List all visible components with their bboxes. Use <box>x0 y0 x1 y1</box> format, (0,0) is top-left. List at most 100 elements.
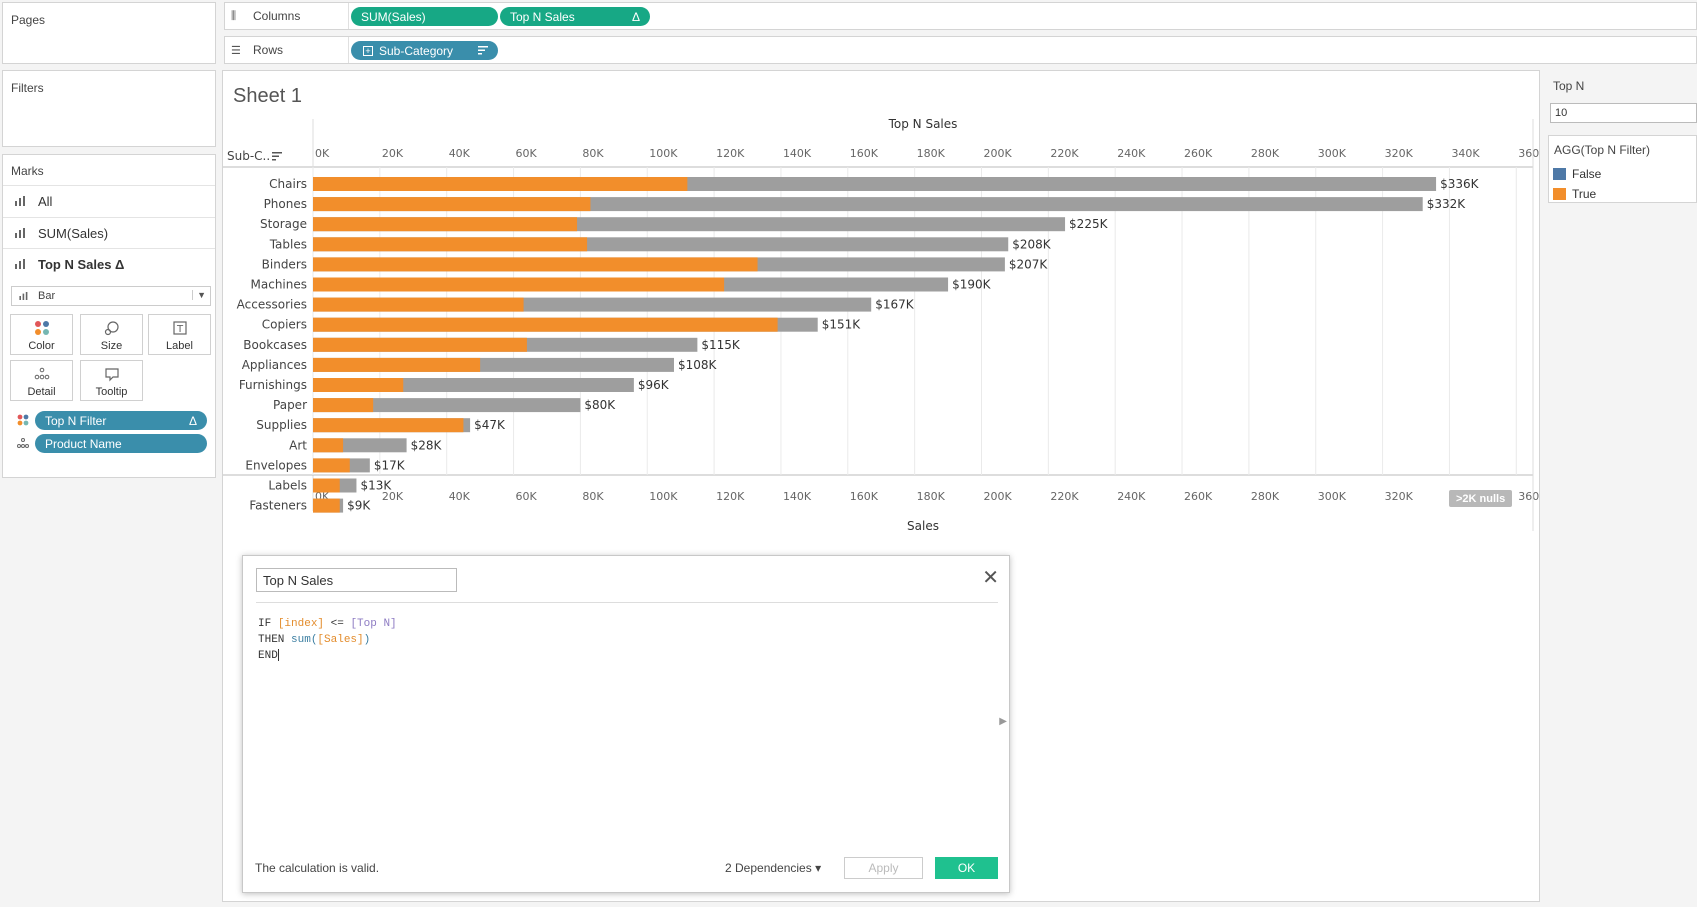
mark-type-dropdown[interactable]: Bar ▼ <box>11 286 211 306</box>
marks-tab-label: Top N Sales Δ <box>38 256 125 272</box>
text-cursor <box>277 649 279 662</box>
category-label: Fasteners <box>249 499 307 513</box>
x-tick-label-top: 360K <box>1518 147 1539 160</box>
label-button[interactable]: T Label <box>148 314 211 355</box>
size-icon <box>81 320 142 340</box>
x-tick-label-top: 40K <box>449 147 471 160</box>
top-n-filter-pill[interactable]: Top N Filter Δ <box>35 411 207 430</box>
category-label: Appliances <box>242 358 307 372</box>
sheet-title: Sheet 1 <box>233 85 302 107</box>
marks-tab-all[interactable]: All <box>3 185 215 216</box>
category-label: Chairs <box>269 177 307 191</box>
pill-label: Top N Sales <box>510 9 575 24</box>
pages-card: Pages <box>2 2 216 64</box>
bar-chart-icon <box>15 196 29 206</box>
pill-label: SUM(Sales) <box>361 9 426 24</box>
columns-label-text: Columns <box>253 9 301 23</box>
x-tick-label-bottom: 240K <box>1117 490 1146 503</box>
columns-shelf[interactable]: ⫼ Columns SUM(Sales) Top N Sales Δ <box>224 2 1697 30</box>
x-tick-label-bottom: 220K <box>1050 490 1079 503</box>
category-label: Storage <box>260 217 307 231</box>
x-tick-label-top: 220K <box>1050 147 1079 160</box>
top-n-sales-pill[interactable]: Top N Sales Δ <box>500 7 650 26</box>
calculation-name-input[interactable] <box>256 568 457 592</box>
x-tick-label-bottom: 160K <box>850 490 879 503</box>
x-tick-label-top: 180K <box>917 147 946 160</box>
sum-sales-pill[interactable]: SUM(Sales) <box>351 7 498 26</box>
legend-swatch <box>1553 168 1566 180</box>
code-operator: <= <box>330 618 344 630</box>
rows-shelf[interactable]: ☰ Rows + Sub-Category <box>224 36 1697 64</box>
x-tick-label-bottom: 20K <box>382 490 404 503</box>
pill-label: Top N Filter <box>45 413 107 428</box>
x-tick-label-bottom: 80K <box>582 490 604 503</box>
x-tick-label-top: 160K <box>850 147 879 160</box>
category-label: Binders <box>262 257 307 271</box>
sort-icon <box>272 152 282 154</box>
bar-chart-icon <box>15 228 29 238</box>
bar-top-n <box>313 438 344 453</box>
formula-editor[interactable]: IF [index] <= [Top N] THEN sum([Sales]) … <box>258 616 397 664</box>
bar-top-n <box>313 337 527 352</box>
x-tick-label-bottom: 320K <box>1385 490 1414 503</box>
tooltip-button[interactable]: Tooltip <box>80 360 143 401</box>
size-button[interactable]: Size <box>80 314 143 355</box>
delta-icon: Δ <box>631 9 640 24</box>
marks-tab-label: SUM(Sales) <box>38 225 109 241</box>
x-tick-label-top: 0K <box>315 147 330 160</box>
product-name-pill[interactable]: Product Name <box>35 434 207 453</box>
rows-icon: ☰ <box>231 44 241 57</box>
data-label: $167K <box>875 298 915 312</box>
dependencies-dropdown[interactable]: 2 Dependencies ▾ <box>725 861 822 875</box>
marks-card: Marks All SUM(Sales) Top N Sales Δ Bar ▼… <box>2 154 216 478</box>
x-tick-label-top: 80K <box>582 147 604 160</box>
x-tick-label-bottom: 100K <box>649 490 678 503</box>
detail-button[interactable]: Detail <box>10 360 73 401</box>
data-label: $225K <box>1069 217 1109 231</box>
filters-card[interactable]: Filters <box>2 70 216 147</box>
columns-icon: ⫼ <box>231 9 237 22</box>
tooltip-icon <box>81 366 142 386</box>
color-button-label: Color <box>28 340 55 352</box>
close-icon[interactable]: ✕ <box>982 567 999 589</box>
bar-top-n <box>313 357 481 372</box>
data-label: $115K <box>701 338 741 352</box>
sub-category-pill[interactable]: + Sub-Category <box>351 41 498 60</box>
color-legend: AGG(Top N Filter) False True <box>1548 135 1697 203</box>
legend-item-true[interactable]: True <box>1553 187 1596 201</box>
chart-title: Top N Sales <box>888 117 958 131</box>
code-keyword: IF <box>258 618 272 630</box>
expand-panel-icon[interactable]: ▶ <box>999 716 1007 727</box>
x-tick-label-top: 140K <box>783 147 812 160</box>
bar-total <box>313 398 581 413</box>
detail-dots-icon <box>17 437 29 452</box>
apply-button[interactable]: Apply <box>844 857 923 879</box>
legend-item-false[interactable]: False <box>1553 167 1601 181</box>
bar-top-n <box>313 398 374 413</box>
category-label: Bookcases <box>243 338 307 352</box>
top-n-input[interactable] <box>1550 103 1697 123</box>
bar-top-n <box>313 297 524 312</box>
data-label: $96K <box>638 378 670 392</box>
legend-item-label: True <box>1572 187 1597 201</box>
code-parameter: [Top N] <box>350 618 397 630</box>
pill-label: Product Name <box>45 436 122 451</box>
tooltip-button-label: Tooltip <box>95 386 128 398</box>
pill-label: Sub-Category <box>379 43 454 58</box>
ok-button[interactable]: OK <box>935 857 998 879</box>
category-label: Labels <box>268 479 307 493</box>
x-axis-label: Sales <box>907 519 939 533</box>
x-tick-label-top: 300K <box>1318 147 1347 160</box>
marks-tab-sum-sales[interactable]: SUM(Sales) <box>3 217 215 248</box>
color-button[interactable]: Color <box>10 314 73 355</box>
bar-top-n <box>313 177 688 191</box>
x-tick-label-top: 200K <box>983 147 1012 160</box>
marks-tab-top-n-sales[interactable]: Top N Sales Δ <box>3 248 215 279</box>
sort-icon <box>272 159 276 161</box>
x-tick-label-bottom: 260K <box>1184 490 1213 503</box>
x-tick-label-bottom: 120K <box>716 490 745 503</box>
bar-chart-icon <box>19 292 30 300</box>
nulls-badge[interactable]: >2K nulls <box>1449 490 1513 507</box>
data-label: $332K <box>1427 197 1467 211</box>
